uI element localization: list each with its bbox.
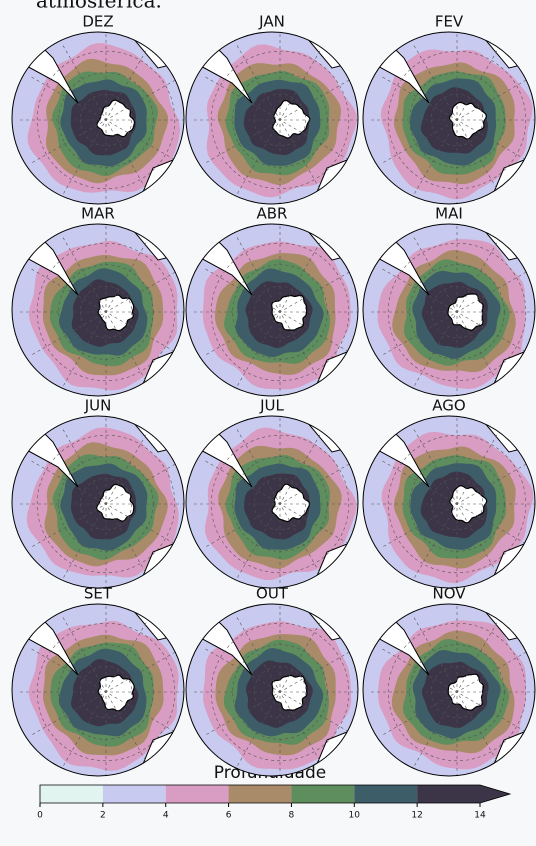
colorbar-segment: [291, 785, 354, 803]
panel-title: OUT: [256, 585, 289, 603]
panel-title: JUL: [259, 397, 284, 415]
colorbar-segment: [40, 785, 103, 803]
colorbar-tick-label: 8: [289, 811, 295, 821]
panel-title: FEV: [435, 13, 464, 31]
colorbar-segment: [417, 785, 480, 803]
colorbar-segment: [166, 785, 229, 803]
panel-title: MAR: [81, 205, 115, 223]
colorbar-tick-label: 0: [37, 811, 43, 821]
figure: atmosférica. Profundidade DEZJANFEVMARAB…: [0, 0, 536, 846]
colorbar-segment: [103, 785, 166, 803]
panel-title: AGO: [432, 397, 465, 415]
panel-title: ABR: [257, 205, 288, 223]
panel-title: JAN: [258, 13, 285, 31]
colorbar-tick-label: 12: [411, 811, 422, 821]
panel-title: DEZ: [82, 13, 113, 31]
caption-fragment: atmosférica.: [36, 0, 162, 13]
panel-title: NOV: [432, 585, 466, 603]
colorbar-segment: [229, 785, 292, 803]
colorbar-segment: [354, 785, 417, 803]
panel-title: MAI: [435, 205, 463, 223]
colorbar-tick-label: 10: [349, 811, 361, 821]
colorbar-tick-label: 14: [474, 811, 486, 821]
panel-title: SET: [84, 585, 113, 603]
colorbar-tick-label: 4: [163, 811, 169, 821]
colorbar-tick-label: 6: [226, 811, 232, 821]
panel-title: JUN: [84, 397, 112, 415]
colorbar-tick-label: 2: [100, 811, 106, 821]
